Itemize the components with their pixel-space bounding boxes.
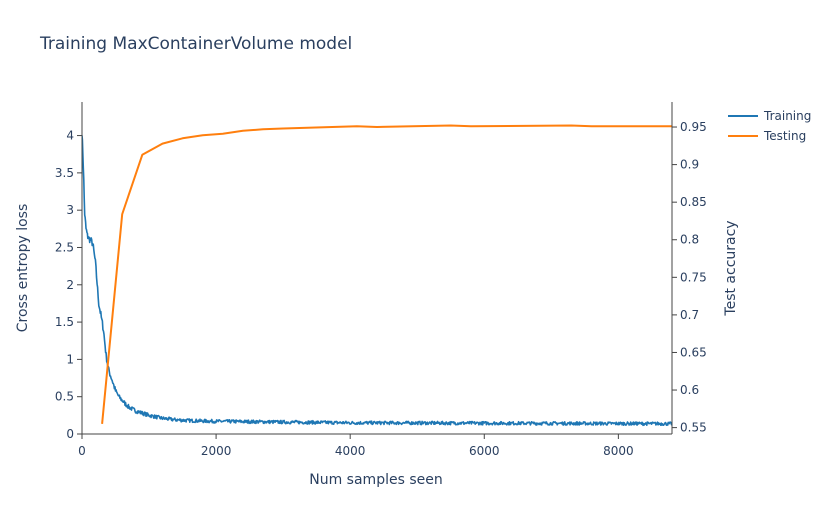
x-tick-label: 8000	[603, 444, 634, 458]
legend-item-testing[interactable]: Testing	[728, 129, 806, 143]
y-left-tick-label: 3.5	[55, 166, 74, 180]
y-left-tick-label: 2	[66, 278, 74, 292]
y-right-tick-label: 0.75	[680, 270, 707, 284]
y-left-tick-label: 0.5	[55, 390, 74, 404]
y-left-tick-label: 4	[66, 129, 74, 143]
x-tick-label: 0	[78, 444, 86, 458]
y-left-tick-label: 0	[66, 427, 74, 441]
y-right-tick-label: 0.6	[680, 383, 699, 397]
x-tick-label: 6000	[469, 444, 500, 458]
y-right-tick-label: 0.65	[680, 345, 707, 359]
chart-title: Training MaxContainerVolume model	[39, 34, 352, 54]
series-line-training	[82, 135, 672, 427]
y-left-tick-label: 2.5	[55, 240, 74, 254]
legend[interactable]: Training Testing	[728, 109, 811, 143]
y-left-tick-label: 1.5	[55, 315, 74, 329]
legend-label: Training	[763, 109, 811, 123]
y-right-tick-label: 0.9	[680, 158, 699, 172]
series-line-testing	[101, 124, 672, 424]
y-right-tick-label: 0.85	[680, 195, 707, 209]
axes: 0 2000 4000 6000 8000 0 0.5 1 1.5 2 2.5 3 3.5 4 0.55 0.…	[55, 102, 707, 458]
x-tick-label: 2000	[201, 444, 232, 458]
y-left-tick-label: 1	[66, 352, 74, 366]
legend-label: Testing	[763, 129, 806, 143]
y-right-axis-title: Test accuracy	[723, 220, 739, 316]
y-left-tick-label: 3	[66, 203, 74, 217]
y-left-axis-title: Cross entropy loss	[15, 204, 31, 332]
y-right-tick-label: 0.7	[680, 308, 699, 322]
legend-item-training[interactable]: Training	[728, 109, 811, 123]
x-tick-label: 4000	[335, 444, 366, 458]
y-right-tick-label: 0.8	[680, 233, 699, 247]
y-right-tick-label: 0.55	[680, 421, 707, 435]
x-axis-title: Num samples seen	[309, 472, 442, 488]
plot-area	[82, 124, 672, 427]
y-right-tick-label: 0.95	[680, 120, 707, 134]
